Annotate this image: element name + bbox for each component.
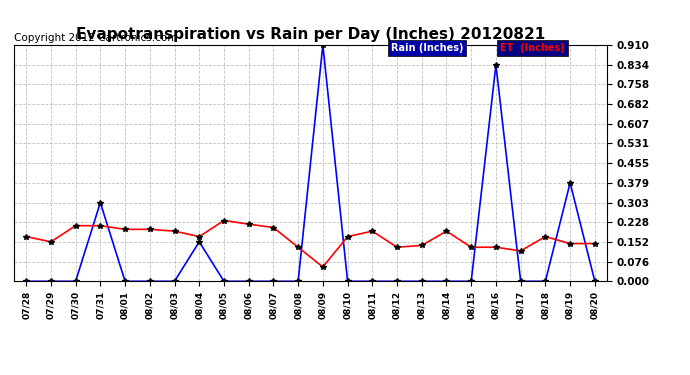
Text: Rain (Inches): Rain (Inches) — [391, 43, 463, 52]
Title: Evapotranspiration vs Rain per Day (Inches) 20120821: Evapotranspiration vs Rain per Day (Inch… — [76, 27, 545, 42]
Text: Copyright 2012 Cartronics.com: Copyright 2012 Cartronics.com — [14, 33, 177, 43]
Text: ET  (Inches): ET (Inches) — [500, 43, 565, 52]
